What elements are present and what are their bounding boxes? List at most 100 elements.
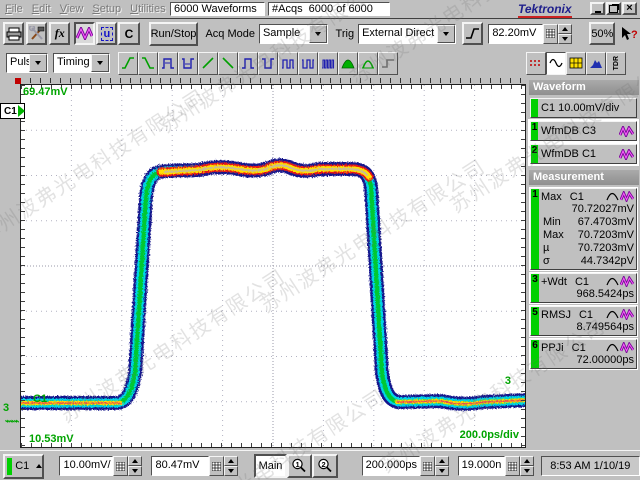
chevron-down-icon[interactable]	[29, 54, 47, 72]
main-timebase-button[interactable]: Main	[254, 454, 287, 478]
acq-mode-select[interactable]: Sample	[258, 23, 328, 44]
pulse-icon	[606, 343, 619, 352]
meas-neg-pulse-button[interactable]	[258, 51, 278, 75]
meas-category-select[interactable]: Pulse	[6, 53, 48, 73]
chevron-down-icon[interactable]	[308, 24, 327, 43]
meas-pos-width-button[interactable]	[158, 51, 178, 75]
keypad-button[interactable]	[504, 456, 520, 476]
meas-rise-slope-button[interactable]	[198, 51, 218, 75]
waveform-db-icon	[620, 342, 634, 353]
horizontal-scale-value[interactable]: 200.000ps	[361, 456, 420, 476]
menu-utilities[interactable]: Utilities	[130, 3, 166, 15]
channel-select-button[interactable]: C1	[3, 453, 45, 479]
fall-time-icon	[142, 57, 154, 69]
meas-subcategory-select[interactable]: Timing	[53, 53, 110, 73]
waveform-row-wfmdb-c3[interactable]: 1 WfmDB C3	[530, 121, 637, 141]
meas-neg-duty-button[interactable]	[298, 51, 318, 75]
keypad-button[interactable]	[209, 456, 225, 476]
meas-pos-pulse-button[interactable]	[238, 51, 258, 75]
cursors-button[interactable]	[526, 51, 546, 75]
run-stop-button[interactable]: Run/Stop	[148, 21, 199, 46]
keypad-icon	[507, 461, 517, 471]
meas-peak-button[interactable]	[338, 51, 358, 75]
stat-value: 70.7203mV	[577, 242, 634, 254]
display-zoom-button[interactable]: 50%	[589, 22, 616, 45]
spinner-arrows	[434, 456, 449, 476]
spin-down-button[interactable]	[128, 466, 143, 476]
spin-up-button[interactable]	[224, 456, 239, 466]
magnify-1-button[interactable]: 1	[286, 454, 313, 478]
menu-view[interactable]: View	[59, 3, 84, 15]
close-button[interactable]: ×	[622, 2, 637, 15]
meas-pos-duty-button[interactable]	[278, 51, 298, 75]
trigger-level-value[interactable]: 82.20mV	[488, 23, 544, 44]
spin-up-button[interactable]	[519, 456, 534, 466]
bottom-voltage-label: 10.53mV	[29, 433, 74, 445]
keypad-button[interactable]	[419, 456, 435, 476]
trigger-marker-right: 3	[504, 375, 511, 387]
restore-button[interactable]	[606, 2, 621, 15]
meas-rise-time-button[interactable]	[118, 51, 138, 75]
meas-cycle-peak-button[interactable]	[358, 51, 378, 75]
measurement-card-rmsj[interactable]: 5 RMSJ C1 8.749564ps	[530, 306, 637, 336]
meas-neg-width-button[interactable]	[178, 51, 198, 75]
trigger-source-select[interactable]: External Direct	[358, 23, 457, 44]
acq-count-field: #Acqs 6000 of 6000	[268, 2, 390, 16]
histogram-button[interactable]	[586, 51, 606, 75]
measurement-card-ppji[interactable]: 6 PPJi C1 72.00000ps	[530, 339, 637, 369]
svg-text:1: 1	[296, 460, 300, 469]
waveform-plot	[21, 85, 525, 447]
menu-file[interactable]: File	[5, 3, 23, 15]
context-help-button[interactable]: ?	[619, 22, 640, 45]
clear-button[interactable]: C	[118, 22, 140, 45]
spin-up-button[interactable]	[434, 456, 449, 466]
meas-step-button[interactable]	[378, 51, 398, 75]
center-axis-lines	[21, 85, 525, 447]
menu-edit[interactable]: Edit	[31, 3, 51, 15]
minimize-button[interactable]	[590, 2, 605, 15]
chevron-down-icon[interactable]	[437, 24, 456, 43]
neg-pulse-icon	[262, 58, 274, 69]
mask-test-button[interactable]	[566, 51, 586, 75]
step-icon	[382, 59, 394, 68]
tdr-button[interactable]: TDR	[606, 51, 626, 75]
spin-down-button[interactable]	[224, 466, 239, 476]
waveform-row-c1-scale[interactable]: C1 10.00mV/div	[530, 98, 637, 118]
vector-button[interactable]: u	[96, 22, 118, 45]
histogram-icon	[590, 60, 602, 68]
meas-fall-slope-button[interactable]	[218, 51, 238, 75]
waveform-row-label: WfmDB C1	[541, 148, 596, 160]
tools-button[interactable]	[26, 22, 48, 45]
math-button[interactable]: fx	[49, 22, 71, 45]
measurement-card-pwidth[interactable]: 3 +Wdt C1 968.5424ps	[530, 273, 637, 303]
print-button[interactable]	[3, 22, 25, 45]
timebase-ticks	[20, 78, 524, 83]
rising-edge-icon	[466, 28, 480, 39]
horizontal-position-value[interactable]: 19.000n	[457, 456, 505, 476]
vertical-offset-value[interactable]: 80.47mV	[151, 456, 210, 476]
keypad-button[interactable]	[113, 456, 129, 476]
trigger-slope-button[interactable]	[462, 22, 484, 45]
keypad-button[interactable]	[543, 23, 559, 44]
spin-down-button[interactable]	[558, 33, 573, 44]
meas-burst-button[interactable]	[318, 51, 338, 75]
vertical-scale-value[interactable]: 10.00mV/	[59, 456, 114, 476]
measurement-card-max[interactable]: 1 Max C1 70.72027mV Min 67.4703mV Max 70.7…	[530, 188, 637, 270]
magnify-2-button[interactable]: 2	[312, 454, 338, 478]
marker-arrow-icon	[17, 105, 25, 117]
pulse-trace	[21, 158, 525, 411]
waveform-database-button[interactable]	[74, 22, 96, 45]
spin-up-button[interactable]	[128, 456, 143, 466]
chevron-down-icon[interactable]	[91, 54, 109, 72]
spin-up-button[interactable]	[558, 23, 573, 34]
meas-fall-time-button[interactable]	[138, 51, 158, 75]
waveform-db-icon	[619, 148, 634, 160]
channel-offset-marker[interactable]: C1	[0, 103, 25, 119]
menu-setup[interactable]: Setup	[92, 3, 122, 15]
waveform-view-button[interactable]	[546, 51, 566, 75]
spinner-arrows	[519, 456, 534, 476]
spin-down-button[interactable]	[519, 466, 534, 476]
waveform-row-wfmdb-c1[interactable]: 2 WfmDB C1	[530, 144, 637, 164]
spin-down-button[interactable]	[434, 466, 449, 476]
help-pointer-icon: ?	[622, 26, 638, 41]
